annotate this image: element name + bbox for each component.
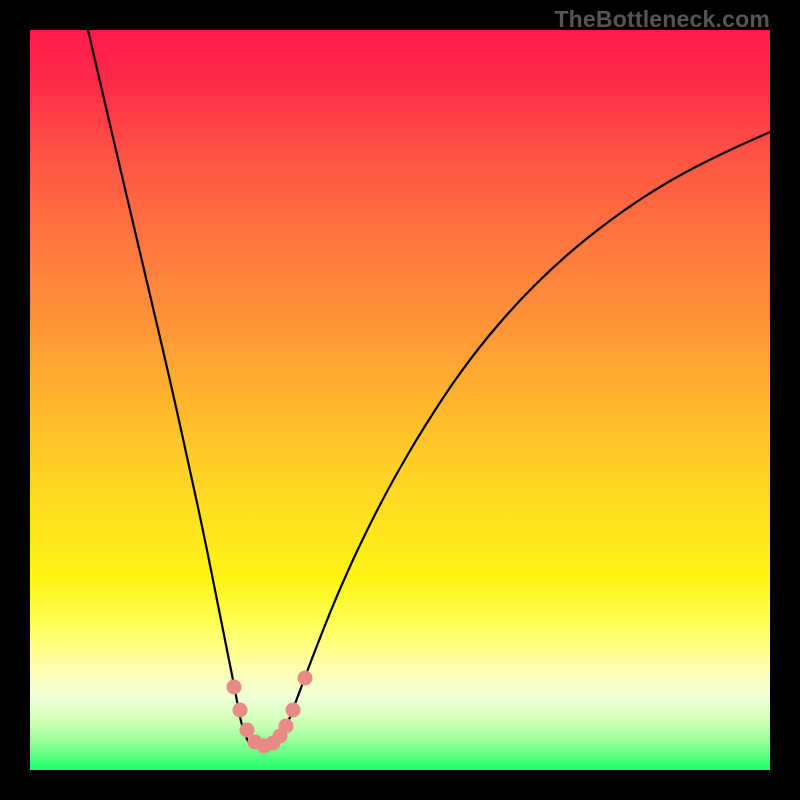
marker-point bbox=[286, 703, 301, 718]
watermark-text: TheBottleneck.com bbox=[554, 6, 770, 33]
outer-frame: TheBottleneck.com bbox=[0, 0, 800, 800]
marker-point bbox=[227, 680, 242, 695]
marker-point bbox=[298, 671, 313, 686]
plot-area bbox=[30, 30, 770, 770]
curve-left-branch bbox=[88, 30, 248, 741]
curve-right-branch bbox=[280, 132, 770, 741]
marker-point bbox=[233, 703, 248, 718]
marker-point bbox=[279, 719, 294, 734]
bottleneck-curve bbox=[30, 30, 770, 770]
